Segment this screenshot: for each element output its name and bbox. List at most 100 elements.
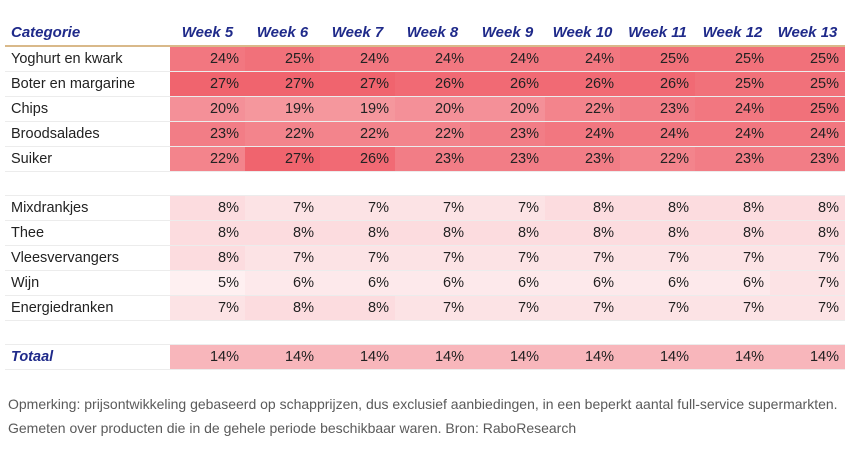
row-label: Vleesvervangers <box>5 245 170 271</box>
column-header-week: Week 11 <box>620 20 695 47</box>
heatmap-cell: 14% <box>695 344 770 370</box>
heatmap-cell: 7% <box>545 245 620 271</box>
heatmap-cell: 22% <box>620 146 695 172</box>
column-header-week: Week 8 <box>395 20 470 47</box>
spacer-cell <box>245 320 320 345</box>
heatmap-cell: 6% <box>320 270 395 296</box>
heatmap-cell: 7% <box>470 295 545 321</box>
heatmap-cell: 22% <box>545 96 620 122</box>
heatmap-cell: 20% <box>395 96 470 122</box>
heatmap-cell: 6% <box>695 270 770 296</box>
row-label: Boter en margarine <box>5 71 170 97</box>
spacer-cell <box>5 320 170 345</box>
heatmap-cell: 22% <box>245 121 320 147</box>
heatmap-cell: 25% <box>695 71 770 97</box>
heatmap-cell: 7% <box>470 245 545 271</box>
heatmap-cell: 7% <box>395 245 470 271</box>
heatmap-cell: 6% <box>545 270 620 296</box>
heatmap-cell: 8% <box>320 295 395 321</box>
column-header-week: Week 6 <box>245 20 320 47</box>
heatmap-cell: 24% <box>620 121 695 147</box>
heatmap-cell: 8% <box>245 295 320 321</box>
heatmap-cell: 8% <box>695 220 770 246</box>
heatmap-cell: 24% <box>770 121 845 147</box>
heatmap-cell: 8% <box>545 220 620 246</box>
heatmap-cell: 26% <box>545 71 620 97</box>
heatmap-cell: 27% <box>245 146 320 172</box>
heatmap-cell: 25% <box>620 46 695 72</box>
table-row: Chips 20% 19% 19% 20% 20% 22% 23% 24% 25% <box>5 96 845 122</box>
heatmap-cell: 25% <box>245 46 320 72</box>
spacer-cell <box>395 320 470 345</box>
heatmap-cell: 7% <box>770 245 845 271</box>
spacer-cell <box>170 171 245 196</box>
column-header-week: Week 5 <box>170 20 245 47</box>
spacer-cell <box>770 320 845 345</box>
spacer-cell <box>545 171 620 196</box>
heatmap-cell: 26% <box>395 71 470 97</box>
heatmap-cell: 8% <box>770 220 845 246</box>
heatmap-cell: 14% <box>770 344 845 370</box>
heatmap-cell: 20% <box>170 96 245 122</box>
heatmap-cell: 14% <box>470 344 545 370</box>
heatmap-cell: 8% <box>245 220 320 246</box>
heatmap-cell: 25% <box>695 46 770 72</box>
spacer-cell <box>320 171 395 196</box>
heatmap-cell: 8% <box>320 220 395 246</box>
row-label: Broodsalades <box>5 121 170 147</box>
heatmap-cell: 23% <box>695 146 770 172</box>
heatmap-cell: 26% <box>320 146 395 172</box>
heatmap-cell: 8% <box>395 220 470 246</box>
spacer-cell <box>770 171 845 196</box>
heatmap-cell: 6% <box>395 270 470 296</box>
heatmap-cell: 8% <box>470 220 545 246</box>
spacer-cell <box>695 171 770 196</box>
heatmap-cell: 8% <box>620 195 695 221</box>
heatmap-cell: 7% <box>770 295 845 321</box>
heatmap-cell: 14% <box>620 344 695 370</box>
heatmap-cell: 7% <box>395 195 470 221</box>
heatmap-cell: 19% <box>320 96 395 122</box>
spacer-cell <box>695 320 770 345</box>
spacer-cell <box>545 320 620 345</box>
heatmap-cell: 24% <box>395 46 470 72</box>
row-label: Mixdrankjes <box>5 195 170 221</box>
total-row: Totaal 14% 14% 14% 14% 14% 14% 14% 14% 14% <box>5 344 845 370</box>
heatmap-cell: 24% <box>695 121 770 147</box>
heatmap-cell: 22% <box>320 121 395 147</box>
heatmap-cell: 24% <box>545 121 620 147</box>
heatmap-cell: 22% <box>170 146 245 172</box>
group-spacer <box>5 320 845 345</box>
heatmap-cell: 5% <box>170 270 245 296</box>
spacer-cell <box>620 171 695 196</box>
spacer-cell <box>320 320 395 345</box>
heatmap-cell: 14% <box>320 344 395 370</box>
heatmap-cell: 26% <box>470 71 545 97</box>
column-header-category: Categorie <box>5 20 170 47</box>
column-header-week: Week 10 <box>545 20 620 47</box>
heatmap-cell: 7% <box>620 295 695 321</box>
table-row: Boter en margarine 27% 27% 27% 26% 26% 26% 26% 2… <box>5 71 845 97</box>
heatmap-cell: 8% <box>170 195 245 221</box>
heatmap-cell: 14% <box>545 344 620 370</box>
row-label: Thee <box>5 220 170 246</box>
heatmap-cell: 6% <box>620 270 695 296</box>
heatmap-cell: 8% <box>170 220 245 246</box>
row-label: Totaal <box>5 344 170 370</box>
heatmap-cell: 19% <box>245 96 320 122</box>
group-spacer <box>5 171 845 196</box>
row-label: Yoghurt en kwark <box>5 46 170 72</box>
table-row: Suiker 22% 27% 26% 23% 23% 23% 22% 23% 23% <box>5 146 845 172</box>
heatmap-cell: 8% <box>170 245 245 271</box>
table-row: Energiedranken 7% 8% 8% 7% 7% 7% 7% 7% 7% <box>5 295 845 321</box>
heatmap-cell: 23% <box>620 96 695 122</box>
column-header-week: Week 12 <box>695 20 770 47</box>
heatmap-cell: 23% <box>470 121 545 147</box>
heatmap-cell: 7% <box>395 295 470 321</box>
heatmap-cell: 7% <box>695 245 770 271</box>
footnote: Opmerking: prijsontwikkeling gebaseerd o… <box>8 396 838 436</box>
heatmap-cell: 7% <box>770 270 845 296</box>
spacer-cell <box>470 171 545 196</box>
